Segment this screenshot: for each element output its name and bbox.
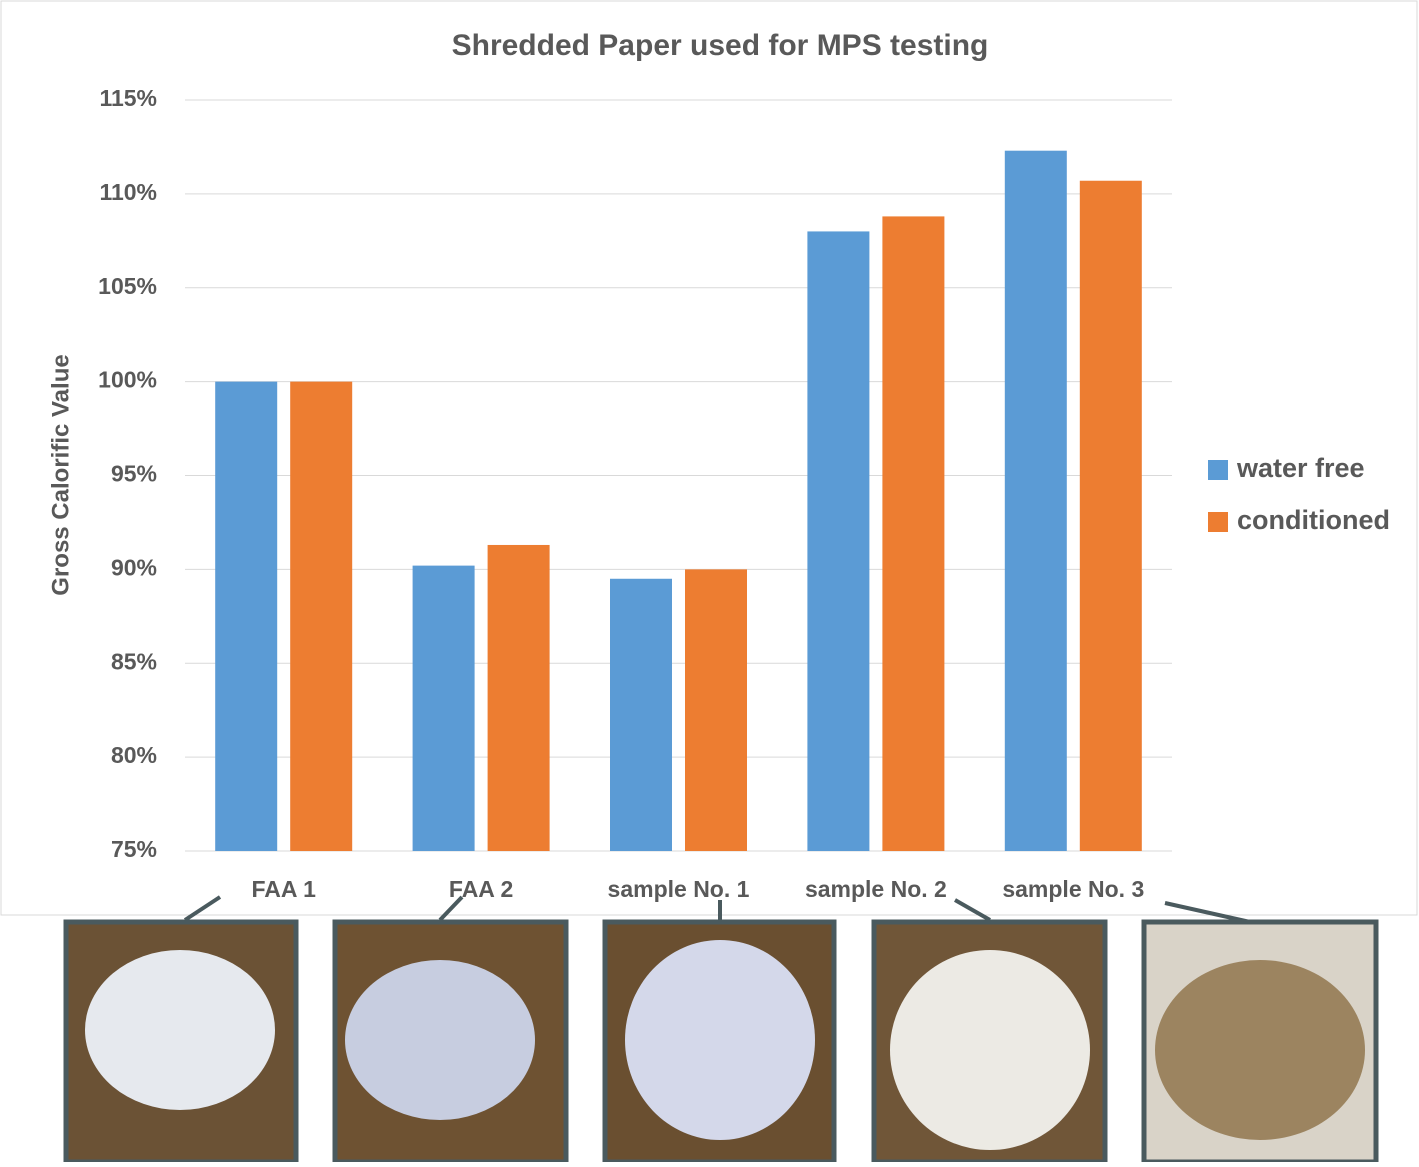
- paper-pile: [890, 950, 1090, 1150]
- y-tick-label: 100%: [98, 367, 157, 393]
- photos: [66, 897, 1376, 1162]
- chart-title: Shredded Paper used for MPS testing: [452, 29, 989, 62]
- bar: [413, 566, 475, 851]
- bar: [882, 216, 944, 851]
- paper-pile: [85, 950, 275, 1110]
- bar: [290, 382, 352, 851]
- y-tick-label: 105%: [98, 273, 157, 299]
- x-tick-label: sample No. 3: [1002, 876, 1144, 902]
- paper-pile: [345, 960, 535, 1120]
- y-tick-label: 80%: [111, 742, 157, 768]
- bar: [685, 569, 747, 851]
- bar: [807, 231, 869, 851]
- y-tick-label: 85%: [111, 648, 157, 674]
- x-tick-label: sample No. 2: [805, 876, 947, 902]
- legend-label: conditioned: [1237, 505, 1390, 535]
- bar: [1005, 151, 1067, 851]
- y-tick-label: 90%: [111, 554, 157, 580]
- bar: [488, 545, 550, 851]
- legend-swatch: [1208, 460, 1228, 480]
- chart: Shredded Paper used for MPS testing Gros…: [0, 0, 1419, 1162]
- legend-swatch: [1208, 512, 1228, 532]
- bar: [610, 579, 672, 851]
- y-tick-label: 75%: [111, 836, 157, 862]
- y-axis-label: Gross Calorific Value: [47, 354, 74, 595]
- legend-label: water free: [1236, 453, 1365, 483]
- x-tick-label: sample No. 1: [608, 876, 750, 902]
- y-tick-label: 110%: [99, 179, 157, 205]
- bar: [215, 382, 277, 851]
- bar: [1080, 181, 1142, 851]
- paper-pile: [1155, 960, 1365, 1140]
- x-tick-label: FAA 1: [252, 876, 317, 902]
- y-tick-label: 95%: [111, 461, 157, 487]
- y-tick-label: 115%: [99, 85, 157, 111]
- x-tick-label: FAA 2: [449, 876, 513, 902]
- paper-pile: [625, 940, 815, 1140]
